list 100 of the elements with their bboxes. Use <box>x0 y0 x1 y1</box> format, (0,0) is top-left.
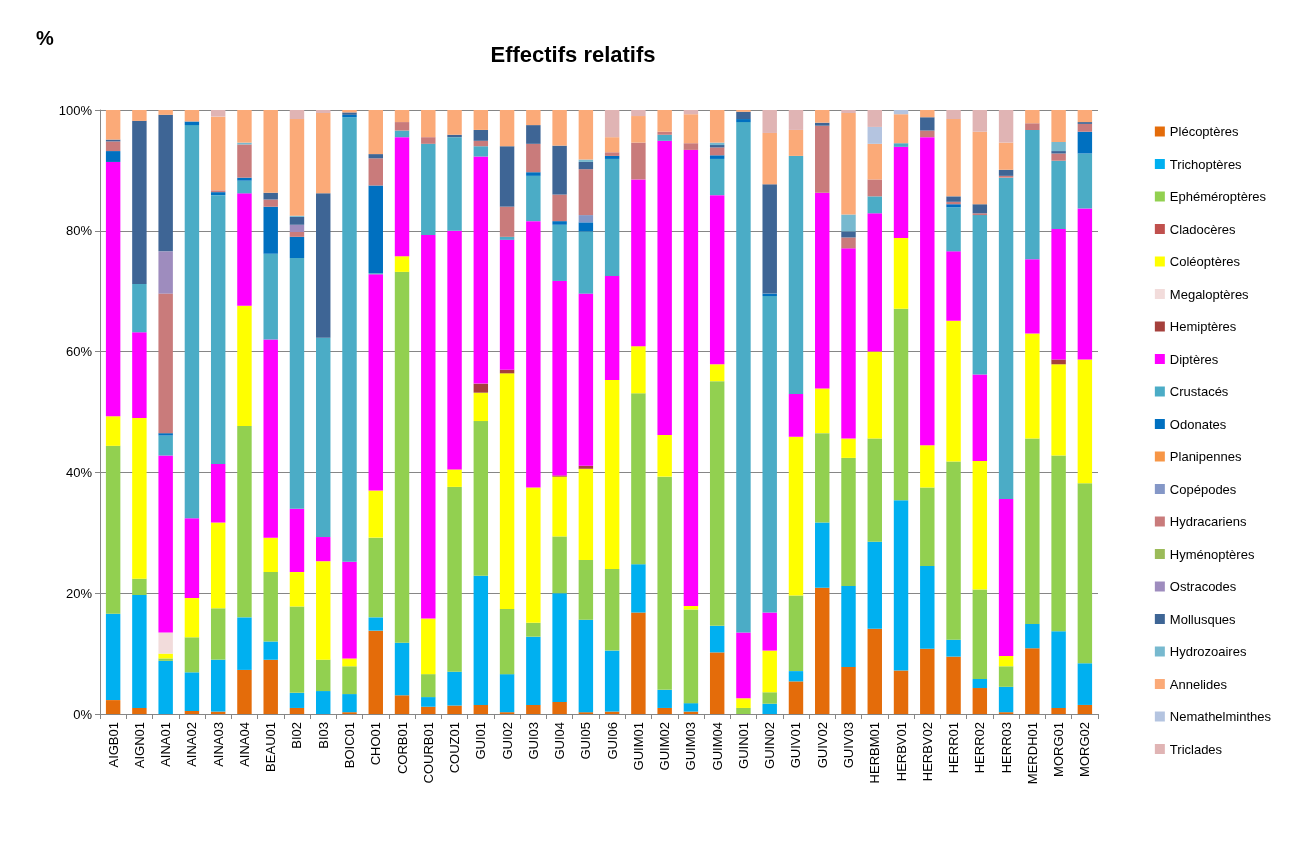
bar <box>788 155 804 394</box>
bar <box>158 632 173 654</box>
bar <box>578 231 594 294</box>
bar <box>210 110 226 117</box>
bar <box>289 707 305 714</box>
bar <box>105 700 121 714</box>
x-tick-label: AIGN01 <box>131 722 147 769</box>
bar <box>998 177 1014 499</box>
bar <box>578 465 594 469</box>
bar <box>920 566 935 649</box>
bar <box>972 688 988 714</box>
bar <box>578 161 594 170</box>
legend-label: Planipennes <box>1169 449 1242 464</box>
bar <box>237 305 252 426</box>
bar <box>1051 455 1066 632</box>
bar <box>499 608 515 675</box>
bar <box>552 110 567 146</box>
bar <box>526 143 541 173</box>
bar <box>158 251 173 294</box>
bar <box>237 144 252 178</box>
bar <box>421 697 436 707</box>
bar <box>368 537 383 618</box>
x-tick-label: HERR02 <box>972 722 988 774</box>
bar <box>683 110 699 115</box>
bar <box>946 196 961 202</box>
x-tick-label: GUI02 <box>499 722 515 760</box>
bar <box>946 656 961 714</box>
bar <box>263 253 278 340</box>
bar <box>946 110 961 120</box>
bar <box>394 110 410 123</box>
bar <box>867 110 882 127</box>
x-tick-label: AINA04 <box>236 722 252 767</box>
bar <box>631 110 646 117</box>
bar <box>736 707 751 714</box>
bar <box>158 293 173 434</box>
legend-label: Diptères <box>1169 351 1219 367</box>
bar <box>132 707 147 714</box>
bar <box>841 231 856 238</box>
bar <box>604 379 620 570</box>
bar <box>578 169 594 216</box>
bar <box>237 110 252 143</box>
bar <box>394 137 410 257</box>
bar <box>316 113 331 194</box>
bar <box>237 193 252 306</box>
bar <box>184 710 200 714</box>
bar <box>552 194 567 222</box>
bar <box>788 110 804 130</box>
bar <box>289 257 305 509</box>
bar <box>368 185 383 274</box>
bar <box>552 224 567 281</box>
bar <box>578 222 594 232</box>
bar <box>1051 142 1066 152</box>
bar <box>893 670 909 714</box>
bar <box>1025 438 1040 624</box>
x-tick-label: AIGB01 <box>105 722 121 768</box>
bar <box>1051 364 1066 456</box>
bar <box>263 206 278 254</box>
legend-label: Triclades <box>1169 741 1223 757</box>
bar <box>867 126 882 144</box>
bar <box>788 436 804 596</box>
bar <box>867 541 882 629</box>
bar <box>132 110 147 121</box>
legend-label: Odonates <box>1169 416 1227 432</box>
bar <box>972 589 988 679</box>
x-tick-label: GUIM01 <box>630 722 646 771</box>
legend-label: Copépodes <box>1169 481 1237 497</box>
bar <box>1077 208 1093 360</box>
bar <box>946 461 961 640</box>
x-tick-label: AINA03 <box>210 722 226 767</box>
bar <box>421 137 436 144</box>
bar <box>657 434 672 477</box>
bar <box>736 698 751 708</box>
bar <box>210 659 226 712</box>
bar <box>762 703 777 714</box>
bar <box>132 418 147 579</box>
bar <box>657 707 672 714</box>
y-tick-label: 40% <box>65 464 93 480</box>
bar <box>867 196 882 214</box>
bar <box>631 142 646 180</box>
bar <box>604 276 620 380</box>
bar <box>1077 110 1093 123</box>
bar <box>263 110 278 193</box>
y-axis-title: % <box>36 27 54 49</box>
x-tick-label: MORG01 <box>1051 722 1067 777</box>
bar <box>289 606 305 693</box>
bar <box>788 671 804 682</box>
bar <box>815 388 830 434</box>
bar <box>893 500 909 671</box>
bar <box>289 508 305 573</box>
bar <box>158 110 173 115</box>
bar <box>499 373 515 609</box>
bar <box>867 351 882 439</box>
bar <box>132 120 147 284</box>
bar <box>762 296 777 613</box>
bar <box>552 280 567 476</box>
bar <box>526 622 541 637</box>
bar <box>1051 631 1066 708</box>
bar <box>368 490 383 538</box>
x-tick-label: HERBM01 <box>867 722 883 784</box>
bar <box>473 392 489 422</box>
